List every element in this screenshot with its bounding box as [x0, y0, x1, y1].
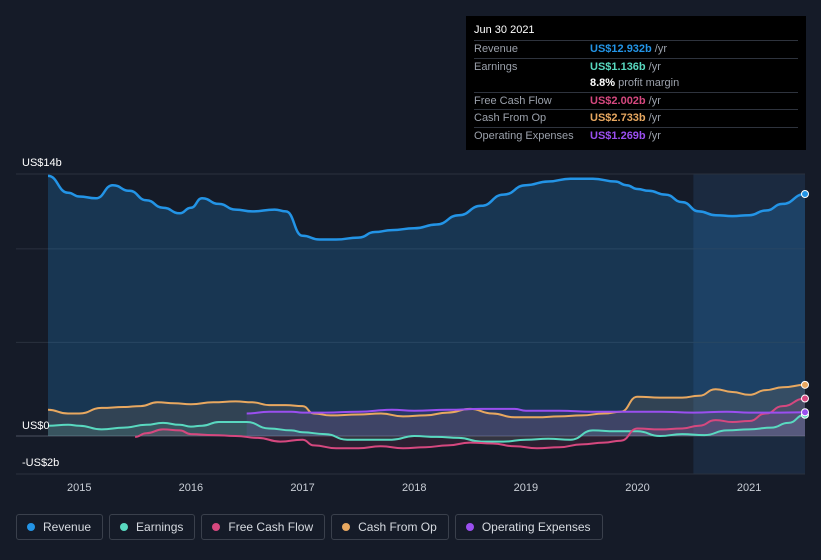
tooltip-value: US$2.733b	[590, 112, 646, 124]
cash-from-op-end-marker	[801, 380, 809, 389]
earnings-area	[48, 414, 805, 442]
legend-dot-icon	[465, 523, 474, 531]
operating-expenses-line	[246, 407, 806, 415]
tooltip-unit: /yr	[654, 43, 667, 55]
tooltip-label: Revenue	[474, 43, 519, 55]
legend-label: Operating Expenses	[481, 520, 591, 534]
operating-expenses-end-marker	[801, 408, 809, 417]
y-label-bottom: -US$2b	[22, 457, 59, 469]
earnings-line	[47, 413, 806, 443]
x-tick-label: 2021	[737, 482, 761, 494]
tooltip-label: Cash From Op	[474, 112, 547, 124]
tooltip-unit: /yr	[648, 94, 661, 107]
tooltip-value: US$1.136b	[590, 60, 646, 73]
data-tooltip: Jun 30 2021 Revenue US$12.932b /yr Earni…	[466, 16, 806, 150]
legend-dot-icon	[212, 523, 221, 531]
x-tick-label: 2017	[290, 482, 314, 494]
legend-item-cash-from-op[interactable]: Cash From Op	[331, 514, 449, 540]
tooltip-value: 8.8%	[590, 77, 616, 89]
tooltip-row-free-cash-flow: Free Cash Flow US$2.002b /yr	[474, 93, 798, 110]
cash-from-op-line	[47, 383, 806, 419]
x-axis-ticks: 2015 2016 2017 2018 2019 2020 2021	[67, 482, 761, 494]
legend-item-earnings[interactable]: Earnings	[109, 514, 196, 540]
revenue-area	[48, 175, 805, 436]
legend-item-operating-expenses[interactable]: Operating Expenses	[454, 514, 603, 540]
tooltip-row-operating-expenses: Operating Expenses US$1.269b /yr	[474, 128, 798, 145]
legend-dot-icon	[27, 523, 35, 531]
revenue-line	[47, 174, 806, 241]
legend-item-revenue[interactable]: Revenue	[16, 514, 104, 540]
x-tick-label: 2019	[514, 482, 538, 494]
tooltip-unit: profit margin	[618, 77, 680, 89]
free-cash-flow-area	[135, 398, 806, 449]
tooltip-unit: /yr	[648, 112, 661, 124]
tooltip-value: US$12.932b	[590, 43, 652, 55]
series-areas	[48, 175, 806, 449]
free-cash-flow-line	[135, 397, 806, 450]
legend-label: Cash From Op	[358, 520, 437, 534]
legend-label: Free Cash Flow	[228, 520, 314, 534]
chart-legend: Revenue Earnings Free Cash Flow Cash Fro…	[16, 514, 609, 542]
tooltip-unit: /yr	[648, 60, 661, 73]
x-tick-label: 2018	[402, 482, 426, 494]
free-cash-flow-end-marker	[801, 394, 809, 403]
x-tick-label: 2015	[67, 482, 91, 494]
tooltip-date: Jun 30 2021	[474, 23, 798, 41]
legend-dot-icon	[120, 523, 129, 531]
revenue-end-marker	[801, 189, 809, 198]
tooltip-label: Free Cash Flow	[474, 94, 552, 107]
tooltip-label	[474, 75, 590, 92]
y-label-top: US$14b	[22, 157, 62, 169]
legend-label: Revenue	[43, 520, 92, 534]
legend-dot-icon	[342, 523, 351, 531]
legend-label: Earnings	[136, 520, 184, 534]
tooltip-value: US$1.269b	[590, 129, 646, 142]
tooltip-row-cash-from-op: Cash From Op US$2.733b /yr	[474, 110, 798, 128]
tooltip-row-earnings: Earnings US$1.136b /yr	[474, 59, 798, 76]
tooltip-label: Earnings	[474, 60, 518, 73]
tooltip-unit: /yr	[648, 129, 661, 142]
series-lines	[47, 174, 806, 450]
legend-item-free-cash-flow[interactable]: Free Cash Flow	[201, 514, 326, 540]
tooltip-row-profit-margin: 8.8% profit margin	[474, 75, 798, 93]
cash-from-op-area	[48, 384, 805, 436]
y-label-zero: US$0	[22, 420, 50, 432]
x-tick-label: 2020	[625, 482, 649, 494]
tooltip-row-revenue: Revenue US$12.932b /yr	[474, 41, 798, 59]
x-tick-label: 2016	[179, 482, 203, 494]
tooltip-label: Operating Expenses	[474, 129, 574, 142]
end-markers	[801, 189, 809, 419]
tooltip-value: US$2.002b	[590, 94, 646, 107]
